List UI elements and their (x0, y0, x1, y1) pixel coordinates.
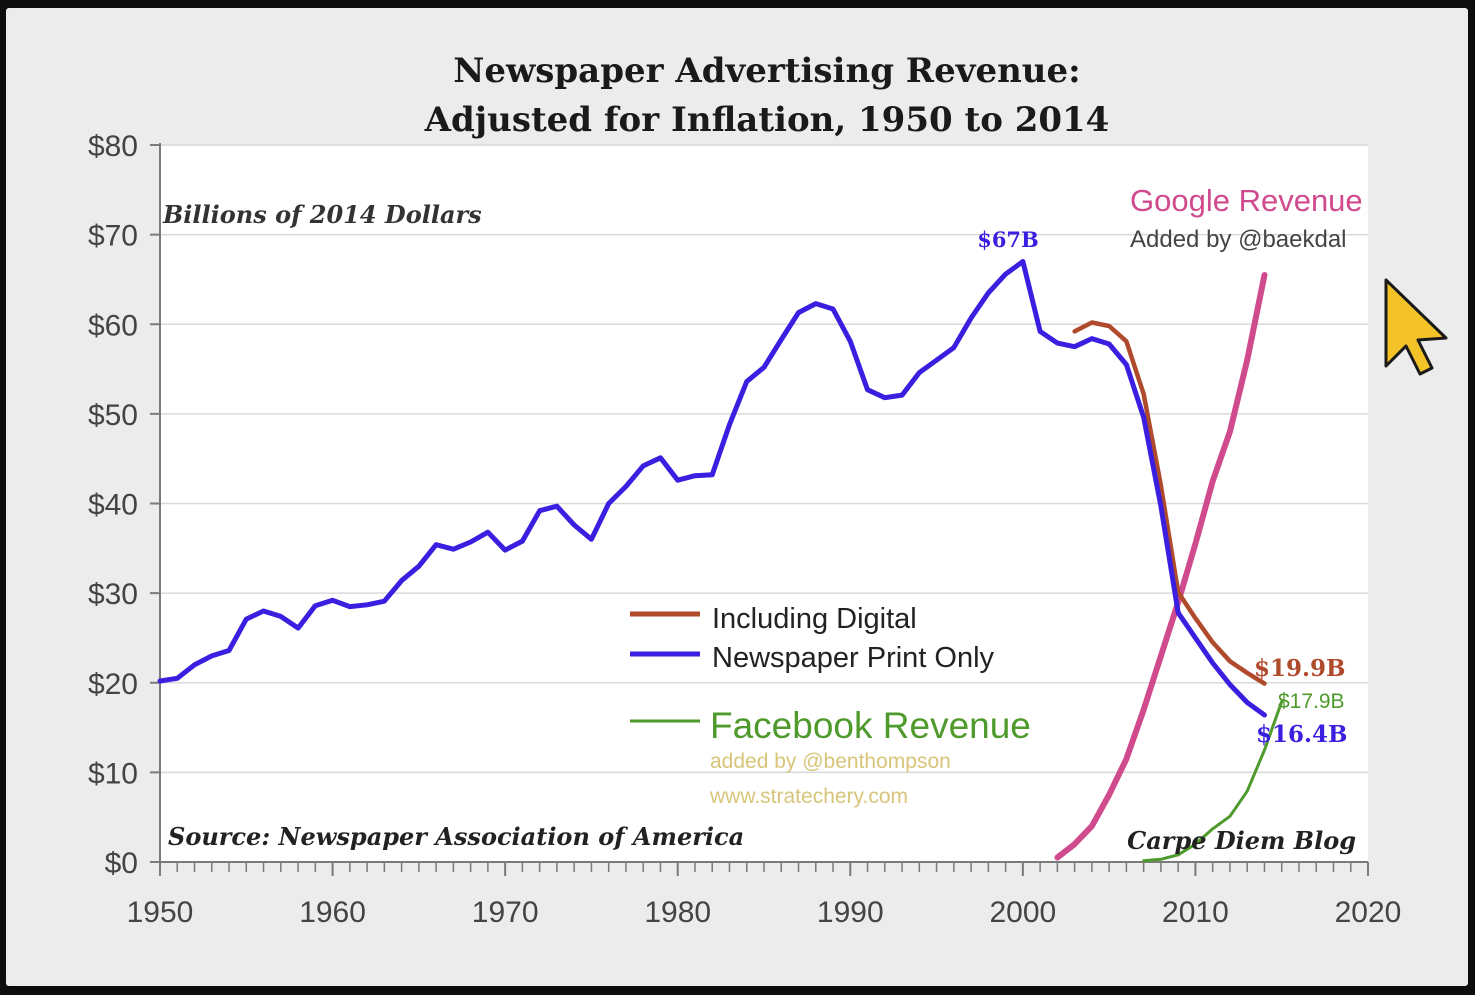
mouse-cursor-icon (1384, 278, 1448, 376)
series-line-google-revenue (1054, 272, 1268, 861)
x-tick-label: 1980 (644, 896, 711, 929)
x-axis-ticks: 1950 1960 1970 1980 1990 2000 2010 2020 (127, 862, 1402, 929)
y-tick-label: $50 (88, 399, 138, 432)
legend-label-print: Newspaper Print Only (712, 642, 995, 674)
legend: Including Digital Newspaper Print Only F… (630, 603, 1031, 808)
legend-label-facebook: Facebook Revenue (710, 705, 1031, 746)
series-lines (157, 259, 1284, 863)
peak-label: $67B (977, 227, 1039, 252)
y-tick-label: $10 (88, 757, 138, 790)
x-tick-label: 2010 (1162, 896, 1229, 929)
units-note: Billions of 2014 Dollars (162, 200, 482, 229)
y-tick-label: $20 (88, 668, 138, 701)
y-tick-label: $0 (105, 847, 138, 880)
credit-note: Carpe Diem Blog (1127, 826, 1356, 855)
series-line-including-digital (1072, 320, 1267, 686)
y-tick-label: $70 (88, 220, 138, 253)
y-tick-label: $40 (88, 489, 138, 522)
grid-lines (160, 144, 1368, 774)
source-note: Source: Newspaper Association of America (168, 822, 744, 851)
x-tick-label: 2020 (1335, 896, 1402, 929)
legend-label-digital: Including Digital (712, 603, 917, 635)
google-revenue-label: Google Revenue (1130, 183, 1363, 218)
x-tick-label: 1990 (817, 896, 884, 929)
google-credit-label: Added by @baekdal (1130, 226, 1347, 253)
x-tick-label: 1970 (472, 896, 539, 929)
y-axis-ticks: $0 $10 $20 $30 $40 $50 $60 $70 $80 (88, 130, 160, 880)
chart-subtitle: Adjusted for Inflation, 1950 to 2014 (424, 100, 1110, 140)
x-tick-label: 2000 (989, 896, 1056, 929)
print-end-label: $16.4B (1256, 721, 1347, 748)
y-tick-label: $30 (88, 578, 138, 611)
facebook-site-label: www.stratechery.com (709, 785, 908, 808)
x-tick-label: 1950 (127, 896, 194, 929)
series-line-newspaper-print-only (157, 259, 1267, 718)
digital-end-label: $19.9B (1254, 655, 1345, 682)
series-line-facebook-revenue (1142, 700, 1284, 863)
facebook-end-label: $17.9B (1278, 690, 1345, 713)
chart-title: Newspaper Advertising Revenue: (453, 51, 1080, 91)
facebook-credit-label: added by @benthompson (710, 750, 951, 773)
y-tick-label: $60 (88, 309, 138, 342)
x-tick-label: 1960 (299, 896, 366, 929)
y-tick-label: $80 (88, 130, 138, 163)
